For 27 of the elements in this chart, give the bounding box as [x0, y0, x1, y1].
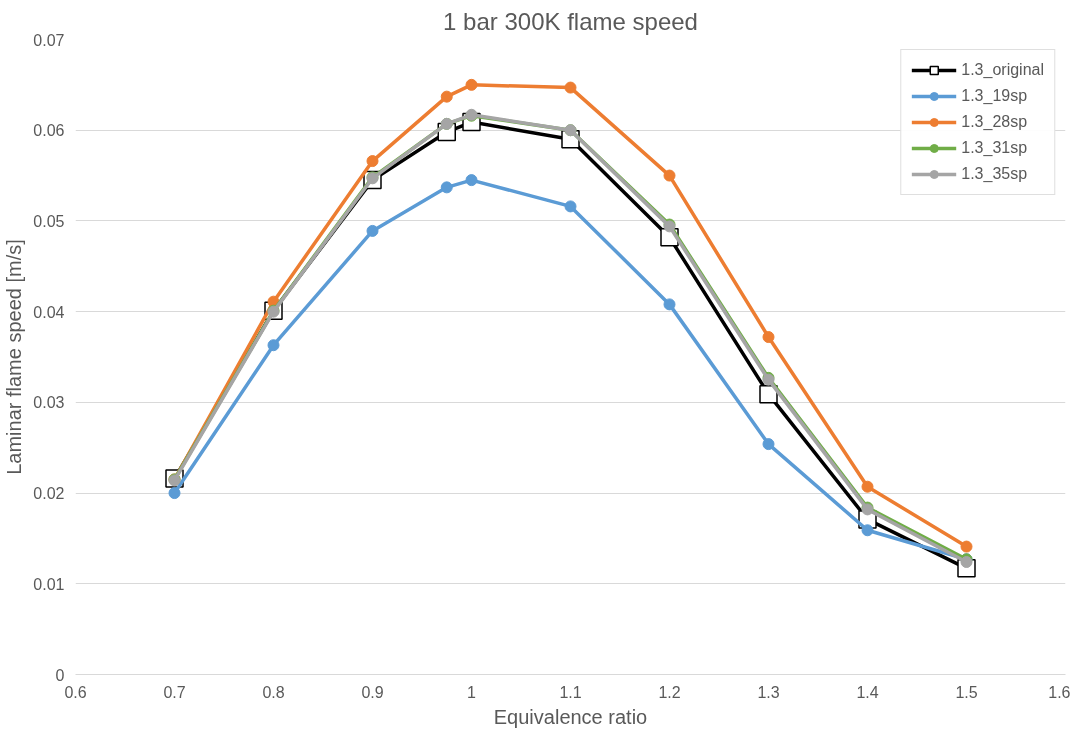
legend-label: 1.3_original	[961, 61, 1044, 79]
x-tick-label: 1.4	[856, 683, 879, 701]
x-axis-title: Equivalence ratio	[493, 705, 648, 728]
y-tick-label: 0.01	[33, 575, 65, 593]
x-tick-label: 0.9	[361, 683, 384, 701]
y-tick-label: 0	[55, 666, 65, 684]
x-tick-label: 0.8	[262, 683, 285, 701]
y-tick-label: 0.04	[33, 303, 65, 321]
legend-label: 1.3_31sp	[961, 139, 1028, 157]
x-tick-label: 1	[467, 683, 477, 701]
x-tick-label: 1.6	[1048, 683, 1071, 701]
y-tick-label: 0.07	[33, 31, 65, 49]
legend-label: 1.3_35sp	[961, 165, 1028, 183]
legend-label: 1.3_19sp	[961, 87, 1028, 105]
y-tick-label: 0.05	[33, 212, 65, 230]
y-tick-label: 0.02	[33, 485, 65, 503]
x-tick-label: 0.6	[64, 683, 87, 701]
x-tick-label: 1.1	[559, 683, 582, 701]
y-tick-label: 0.06	[33, 122, 65, 140]
chart-title: 1 bar 300K flame speed	[443, 7, 698, 35]
x-tick-label: 1.3	[757, 683, 780, 701]
y-axis-title: Laminar flame speed [m/s]	[3, 239, 26, 475]
legend-label: 1.3_28sp	[961, 113, 1028, 131]
y-tick-label: 0.03	[33, 394, 65, 412]
x-tick-label: 1.5	[955, 683, 978, 701]
x-tick-label: 1.2	[658, 683, 681, 701]
x-tick-label: 0.7	[163, 683, 186, 701]
